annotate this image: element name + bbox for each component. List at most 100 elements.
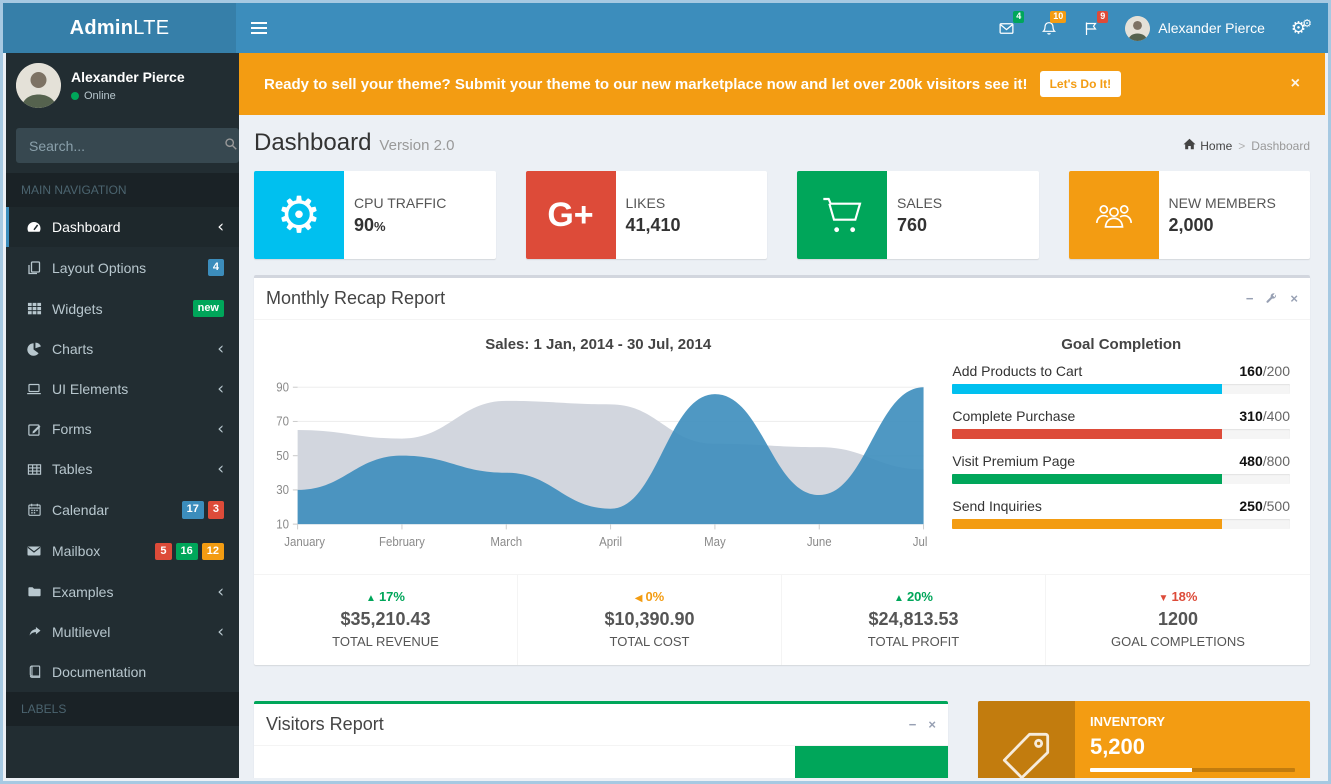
messages-menu[interactable]: 4	[985, 3, 1028, 53]
progress-track	[952, 474, 1290, 484]
dashboard-gauge-icon	[24, 219, 44, 235]
cpu-gear-icon: ⚙	[254, 171, 344, 259]
svg-text:May: May	[704, 535, 726, 550]
banner-close-icon[interactable]: ×	[1291, 75, 1300, 93]
chevron-left-icon: ‹	[217, 587, 224, 597]
wrench-icon[interactable]	[1265, 292, 1278, 305]
monthly-recap-box: Monthly Recap Report − × Sales: 1 Jan, 2…	[254, 275, 1310, 665]
inventory-label: INVENTORY	[1090, 714, 1295, 729]
sidebar-item-forms[interactable]: Forms ‹	[6, 409, 239, 449]
collapse-icon[interactable]: −	[1246, 292, 1254, 305]
sidebar-item-charts[interactable]: Charts ‹	[6, 329, 239, 369]
sidebar-item-mailbox[interactable]: Mailbox 5 16 12	[6, 531, 239, 572]
item-label: Multilevel	[52, 624, 110, 640]
svg-text:70: 70	[276, 414, 289, 429]
laptop-icon	[24, 381, 44, 397]
progress-track	[952, 519, 1290, 529]
progress-track	[952, 429, 1290, 439]
menu-header-labels: LABELS	[6, 692, 239, 726]
progress-bar	[952, 474, 1222, 484]
sidebar-item-widgets[interactable]: Widgets new	[6, 288, 239, 329]
mailbox-badge-success: 16	[176, 543, 198, 560]
search-button[interactable]	[223, 128, 239, 163]
goal-send-inquiries: Send Inquiries 250/500	[952, 498, 1290, 529]
goal-complete-purchase: Complete Purchase 310/400	[952, 408, 1290, 439]
top-navbar: 4 10 9 Alexander Pierce ⚙	[236, 3, 1328, 53]
item-label: Dashboard	[52, 219, 121, 235]
item-label: Mailbox	[52, 543, 100, 559]
navbar-right: 4 10 9 Alexander Pierce ⚙	[985, 3, 1328, 53]
google-plus-icon: G+	[526, 171, 616, 259]
app-logo[interactable]: AdminLTE	[3, 3, 236, 53]
control-sidebar-toggle[interactable]: ⚙⚙	[1278, 3, 1328, 53]
user-status[interactable]: Online	[71, 90, 185, 102]
notifications-menu[interactable]: 10	[1028, 3, 1070, 53]
page-subtitle: Version 2.0	[379, 137, 454, 154]
banner-cta-button[interactable]: Let's Do It!	[1040, 71, 1122, 97]
sidebar-item-calendar[interactable]: Calendar 17 3	[6, 489, 239, 530]
item-label: Examples	[52, 584, 113, 600]
table-icon	[24, 462, 44, 477]
info-box-likes: G+ LIKES 41,410	[526, 171, 768, 259]
item-label: Forms	[52, 421, 92, 437]
sidebar-item-dashboard[interactable]: Dashboard ‹	[6, 207, 239, 247]
edit-icon	[24, 422, 44, 437]
folder-icon	[24, 584, 44, 599]
sidebar-item-documentation[interactable]: Documentation	[6, 652, 239, 692]
close-icon[interactable]: ×	[1290, 292, 1298, 305]
user-menu[interactable]: Alexander Pierce	[1112, 3, 1278, 53]
mailbox-badge-danger: 5	[155, 543, 171, 560]
visitors-report-box: Visitors Report − ×	[254, 701, 948, 778]
goal-total: /800	[1263, 453, 1290, 469]
inventory-progress-track	[1090, 768, 1295, 772]
cart-icon	[797, 171, 887, 259]
inventory-value: 5,200	[1090, 734, 1295, 760]
breadcrumb-current: Dashboard	[1251, 139, 1310, 153]
goal-value: 160	[1239, 363, 1262, 379]
chevron-left-icon: ‹	[217, 344, 224, 354]
svg-text:10: 10	[276, 517, 289, 532]
mail-icon	[24, 543, 44, 559]
sidebar-item-tables[interactable]: Tables ‹	[6, 449, 239, 489]
sidebar-item-multilevel[interactable]: Multilevel ‹	[6, 612, 239, 652]
sidebar-toggle-button[interactable]	[236, 3, 282, 53]
info-box-cpu-traffic: ⚙ CPU TRAFFIC 90%	[254, 171, 496, 259]
collapse-icon[interactable]: −	[909, 718, 917, 731]
search-input[interactable]	[16, 128, 223, 163]
widgets-badge: new	[193, 300, 224, 317]
close-icon[interactable]: ×	[928, 718, 936, 731]
box-header: Monthly Recap Report − ×	[254, 278, 1310, 320]
page-title: Dashboard	[254, 129, 371, 157]
chart-title: Sales: 1 Jan, 2014 - 30 Jul, 2014	[269, 336, 927, 353]
breadcrumb-home-label: Home	[1200, 139, 1232, 153]
goal-label: Add Products to Cart	[952, 363, 1082, 379]
progress-bar	[952, 429, 1222, 439]
share-icon	[24, 624, 44, 639]
sidebar-item-examples[interactable]: Examples ‹	[6, 572, 239, 612]
tasks-menu[interactable]: 9	[1070, 3, 1112, 53]
sidebar-item-layout-options[interactable]: Layout Options 4	[6, 247, 239, 288]
sales-area-chart: 1030507090JanuaryFebruaryMarchAprilMayJu…	[269, 363, 927, 561]
grid-icon	[24, 301, 44, 316]
breadcrumb-home-link[interactable]: Home	[1183, 138, 1232, 153]
sidebar-user-avatar	[16, 63, 61, 108]
tasks-badge: 9	[1097, 11, 1108, 23]
chevron-left-icon: ‹	[217, 424, 224, 434]
caret-up-icon: ▲	[366, 593, 376, 604]
sidebar-item-ui-elements[interactable]: UI Elements ‹	[6, 369, 239, 409]
item-label: Widgets	[52, 301, 103, 317]
stat-value: $24,813.53	[782, 609, 1045, 630]
visitors-sparkbar-panel	[795, 746, 948, 778]
stat-label: TOTAL PROFIT	[782, 634, 1045, 649]
goal-total: /400	[1263, 408, 1290, 424]
search-icon	[224, 139, 238, 154]
svg-text:July: July	[913, 535, 928, 550]
info-value: 760	[897, 215, 927, 235]
goal-label: Visit Premium Page	[952, 453, 1075, 469]
stat-value: 1200	[1046, 609, 1310, 630]
item-label: UI Elements	[52, 381, 128, 397]
goal-value: 250	[1239, 498, 1262, 514]
bottom-row: Visitors Report − ×	[254, 683, 1310, 778]
layout-options-badge: 4	[208, 259, 224, 276]
marketplace-banner: Ready to sell your theme? Submit your th…	[239, 53, 1325, 115]
